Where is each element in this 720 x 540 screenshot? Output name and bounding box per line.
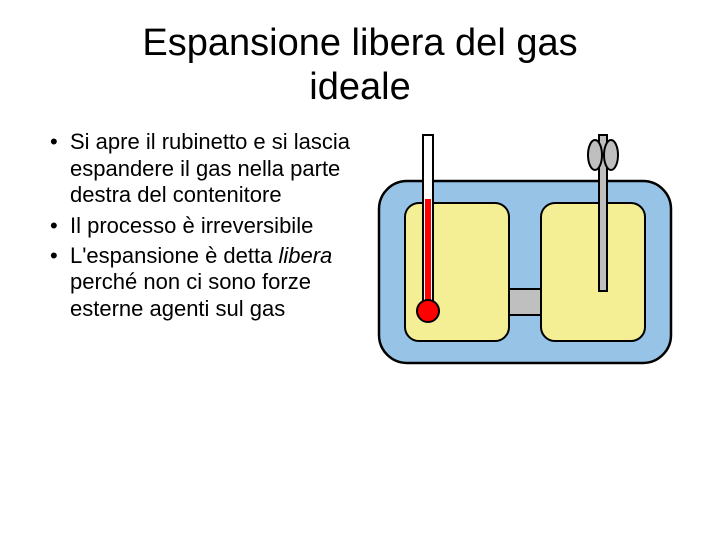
bullet-item: L'espansione è detta libera perché non c… <box>50 243 360 322</box>
right-chamber <box>541 203 645 341</box>
valve-handle-right <box>604 140 618 170</box>
bullet-item: Il processo è irreversibile <box>50 213 360 239</box>
bullet-text: Il processo è irreversibile <box>70 213 313 238</box>
free-expansion-diagram <box>365 129 685 389</box>
bullet-text: L'espansione è detta libera perché non c… <box>70 243 332 321</box>
slide-title: Espansione libera del gas ideale <box>0 0 720 109</box>
valve-handle-left <box>588 140 602 170</box>
bullet-list: Si apre il rubinetto e si lascia espande… <box>50 129 360 389</box>
connecting-pipe <box>509 289 541 315</box>
title-line-1: Espansione libera del gas <box>142 22 577 64</box>
diagram-container <box>360 129 690 389</box>
italic-word: libera <box>278 243 332 268</box>
title-line-2: ideale <box>309 66 410 108</box>
content-row: Si apre il rubinetto e si lascia espande… <box>0 109 720 389</box>
thermometer-bulb <box>417 300 439 322</box>
thermometer-fluid <box>425 199 431 307</box>
bullet-item: Si apre il rubinetto e si lascia espande… <box>50 129 360 208</box>
bullet-text: Si apre il rubinetto e si lascia espande… <box>70 129 350 207</box>
